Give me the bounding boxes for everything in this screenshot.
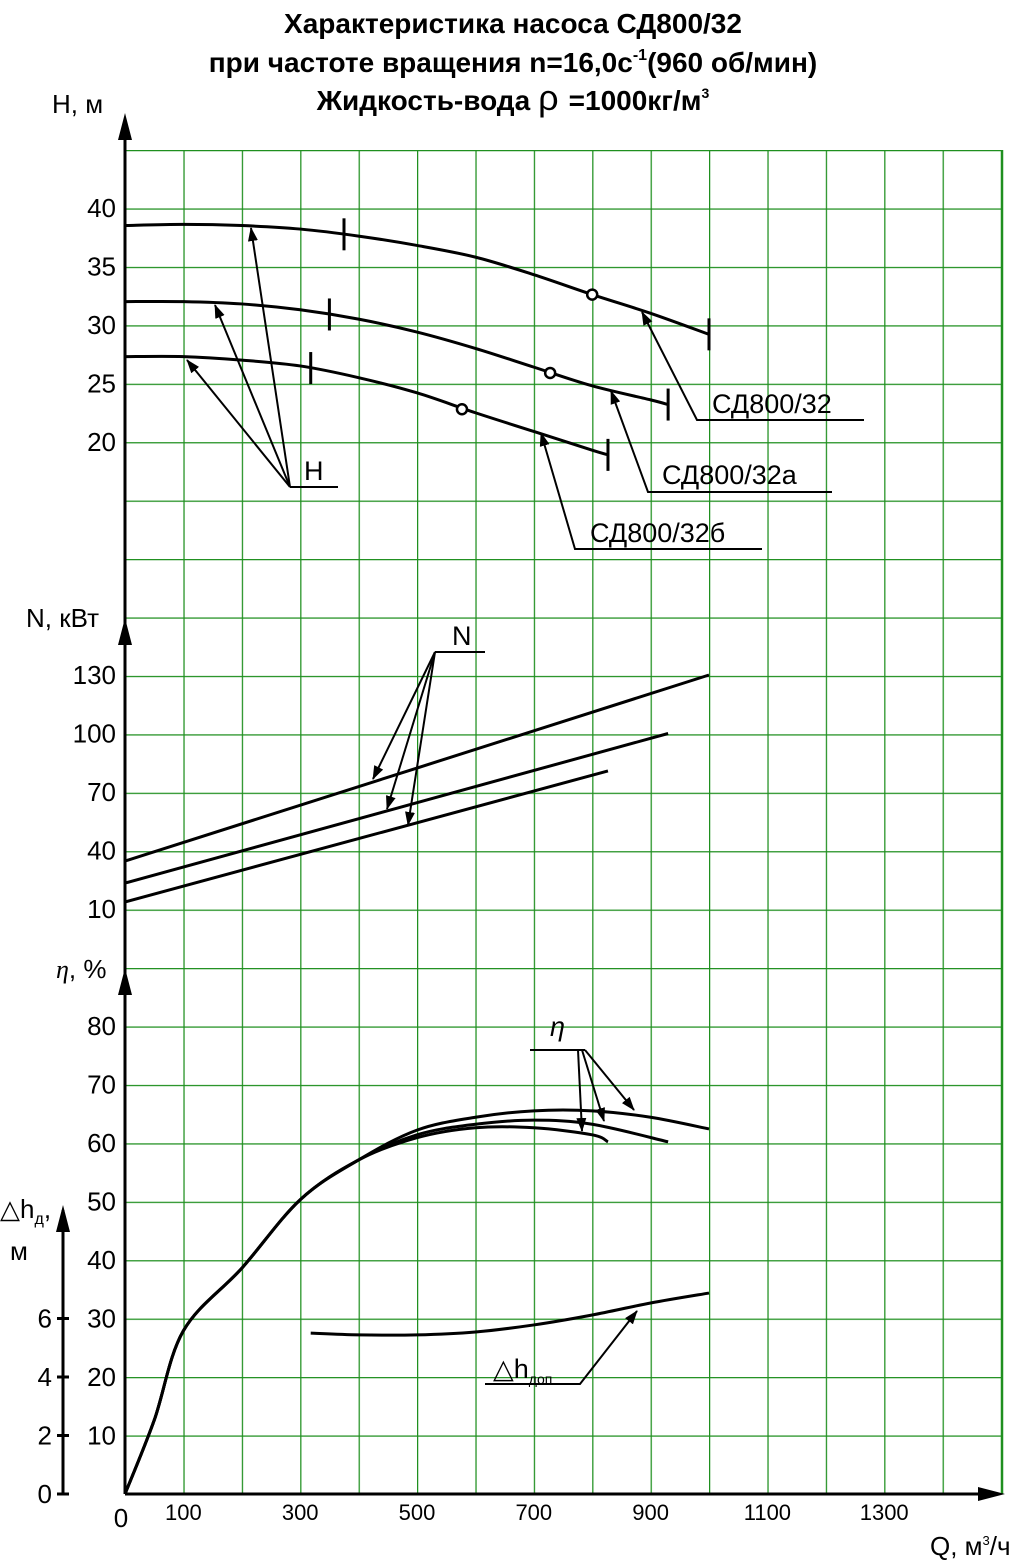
annotation: N <box>452 621 472 651</box>
title: Характеристика насоса СД800/32 при часто… <box>209 8 817 118</box>
curve <box>124 222 710 336</box>
optimum-point <box>455 402 469 416</box>
y-tick-label: 35 <box>87 252 116 282</box>
y-tick-label: 70 <box>87 1070 116 1100</box>
y-tick-label: 130 <box>73 660 116 690</box>
y-tick-label: 6 <box>38 1304 52 1334</box>
title-line: при частоте вращения n=16,0с-1(960 об/ми… <box>209 47 817 78</box>
axis-label: N, кВт <box>26 603 99 633</box>
x-tick-label: 1300 <box>860 1500 909 1525</box>
series-label: СД800/32б <box>590 518 725 548</box>
curve <box>124 673 710 863</box>
x-tick-label: 0 <box>114 1503 128 1533</box>
y-tick-label: 20 <box>87 1362 116 1392</box>
y-tick-label: 10 <box>87 894 116 924</box>
annotations: H СД800/32 СД800/32а СД800/32б N η △hдоп <box>186 227 864 1387</box>
annotation: H <box>304 456 324 486</box>
y-tick-label: 30 <box>87 1304 116 1334</box>
optimum-point <box>543 366 557 380</box>
axis-label: Q, м3/ч <box>930 1531 1011 1561</box>
x-tick-label: 700 <box>515 1500 552 1525</box>
axes <box>56 113 1005 1501</box>
curve <box>123 1125 609 1495</box>
curve <box>124 354 609 457</box>
y-tick-label: 40 <box>87 1245 116 1275</box>
title-line: Характеристика насоса СД800/32 <box>284 8 742 39</box>
y-tick-label: 40 <box>87 193 116 223</box>
axis-label: △hд, <box>0 1194 51 1228</box>
x-tick-label: 900 <box>632 1500 669 1525</box>
y-tick-label: 20 <box>87 427 116 457</box>
y-tick-label: 50 <box>87 1187 116 1217</box>
y-tick-label: 70 <box>87 777 116 807</box>
y-tick-label: 60 <box>87 1128 116 1158</box>
annotation: η <box>550 1012 565 1042</box>
axis-label: м <box>10 1236 28 1266</box>
axis-label: H, м <box>52 89 103 119</box>
series-label: СД800/32а <box>662 460 798 490</box>
title-line: Жидкость-вода ρ =1000кг/м3 <box>316 77 710 118</box>
y-tick-label: 80 <box>87 1011 116 1041</box>
y-tick-label: 10 <box>87 1421 116 1451</box>
y-tick-label: 40 <box>87 836 116 866</box>
axis-label: η, % <box>56 954 106 984</box>
curve <box>124 299 669 407</box>
x-tick-label: 100 <box>165 1500 202 1525</box>
curve <box>124 769 609 904</box>
y-tick-label: 4 <box>38 1362 52 1392</box>
optimum-point <box>585 288 599 301</box>
y-tick-label: 100 <box>73 719 116 749</box>
y-tick-label: 30 <box>87 310 116 340</box>
x-tick-label: 300 <box>282 1500 319 1525</box>
y-tick-label: 0 <box>38 1479 52 1509</box>
y-tick-label: 2 <box>38 1421 52 1451</box>
grid <box>125 150 1003 1494</box>
y-tick-label: 25 <box>87 369 116 399</box>
curve <box>310 1291 710 1337</box>
x-tick-label: 1100 <box>744 1500 791 1525</box>
curve <box>124 732 669 885</box>
x-tick-label: 500 <box>399 1500 436 1525</box>
series-label: СД800/32 <box>712 389 832 419</box>
